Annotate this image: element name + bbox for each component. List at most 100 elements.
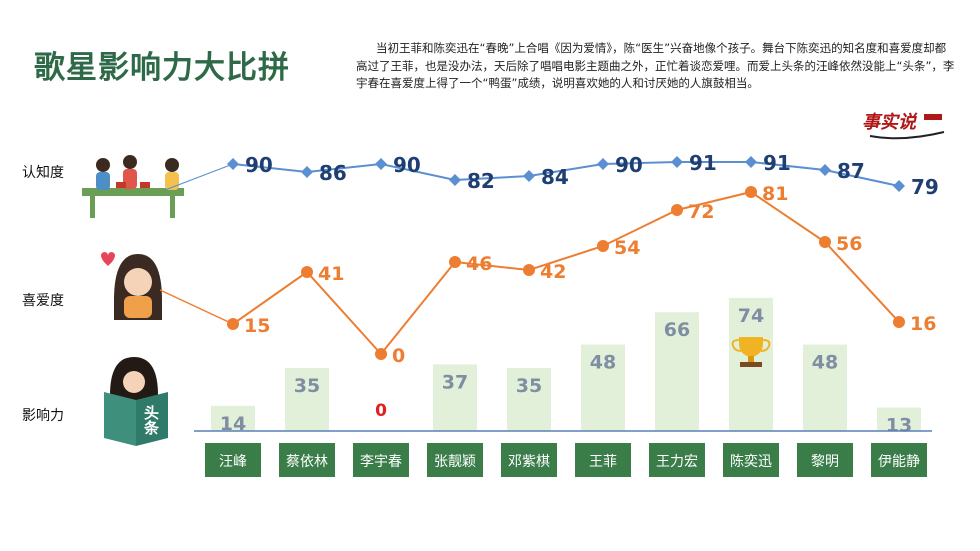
likeability-point — [819, 236, 831, 248]
influence-value-label: 66 — [664, 319, 690, 341]
newspaper-reader-icon — [104, 357, 168, 446]
influence-value-label: 0 — [375, 401, 387, 421]
description-text: 当初王菲和陈奕迅在“春晚”上合唱《因为爱情》，陈“医生”兴奋地像个孩子。舞台下陈… — [356, 41, 955, 90]
singer-name-box — [205, 443, 261, 477]
awareness-series-line — [232, 161, 900, 187]
singer-name-label: 邓紫棋 — [508, 454, 550, 470]
influence-bar — [655, 312, 699, 431]
likeability-value-label: 0 — [392, 345, 405, 367]
likeability-value-label: 54 — [614, 237, 640, 259]
likeability-value-label: 16 — [910, 313, 936, 335]
singer-name-box — [871, 443, 927, 477]
influence-value-label: 37 — [442, 371, 468, 393]
singer-name-label: 王菲 — [589, 454, 617, 470]
meeting-people-icon — [82, 155, 184, 218]
svg-text:事实说: 事实说 — [862, 112, 918, 133]
influence-value-label: 48 — [590, 352, 616, 374]
awareness-point — [301, 166, 313, 178]
likeability-point — [597, 240, 609, 252]
girl-heart-icon — [101, 252, 162, 320]
awareness-value-label: 79 — [911, 175, 939, 199]
awareness-value-label: 90 — [245, 153, 273, 177]
singer-name-box — [427, 443, 483, 477]
likeability-point — [301, 266, 313, 278]
likeability-value-label: 42 — [540, 261, 566, 283]
awareness-value-label: 84 — [541, 165, 569, 189]
likeability-value-label: 15 — [244, 315, 270, 337]
influence-value-label: 35 — [516, 375, 542, 397]
influence-value-label: 48 — [812, 352, 838, 374]
trophy-handle — [731, 339, 742, 352]
awareness-point — [671, 156, 683, 168]
awareness-value-label: 86 — [319, 161, 347, 185]
singer-name-box — [649, 443, 705, 477]
awareness-value-label: 87 — [837, 159, 865, 183]
singer-name-box — [797, 443, 853, 477]
row-label-awareness: 认知度 — [22, 165, 64, 181]
likeability-value-label: 46 — [466, 253, 492, 275]
awareness-point — [449, 174, 461, 186]
trophy-cup — [739, 337, 763, 357]
awareness-value-label: 90 — [393, 153, 421, 177]
trophy-stem — [748, 356, 754, 362]
likeability-value-label: 81 — [762, 183, 788, 205]
influence-bar — [211, 405, 255, 431]
singer-name-box — [575, 443, 631, 477]
influence-value-label: 13 — [886, 415, 912, 437]
page-title: 歌星影响力大比拼 — [34, 50, 290, 86]
brand-logo: 事实说 — [862, 112, 945, 140]
likeability-value-label: 41 — [318, 263, 344, 285]
influence-value-label: 35 — [294, 375, 320, 397]
influence-bar — [581, 344, 625, 431]
awareness-value-label: 91 — [689, 151, 717, 175]
awareness-point — [893, 180, 905, 192]
singer-name-label: 黎明 — [811, 454, 839, 470]
likeability-value-label: 56 — [836, 233, 862, 255]
influence-bar — [433, 364, 477, 431]
likeability-point — [893, 316, 905, 328]
awareness-point — [597, 158, 609, 170]
influence-bar — [507, 368, 551, 431]
singer-name-label: 李宇春 — [360, 454, 402, 470]
singer-name-label: 陈奕迅 — [730, 453, 772, 470]
singer-name-box — [723, 443, 779, 477]
awareness-pointer-line — [164, 163, 234, 191]
likeability-point — [227, 318, 239, 330]
awareness-point — [819, 164, 831, 176]
headline-icon-text: 头条 — [142, 405, 160, 436]
singer-name-box — [501, 443, 557, 477]
influence-bar — [803, 344, 847, 431]
trophy-base — [740, 362, 762, 367]
likeability-point — [745, 186, 757, 198]
awareness-point — [523, 170, 535, 182]
singer-name-label: 伊能静 — [878, 454, 920, 470]
influence-bar — [877, 407, 921, 431]
trophy-handle — [760, 339, 771, 352]
singer-name-box — [353, 443, 409, 477]
row-label-influence: 影响力 — [22, 408, 64, 424]
awareness-value-label: 91 — [763, 151, 791, 175]
row-label-likeability: 喜爱度 — [22, 293, 64, 309]
likeability-point — [523, 264, 535, 276]
likeability-point — [375, 348, 387, 360]
awareness-value-label: 90 — [615, 153, 643, 177]
likeability-point — [671, 204, 683, 216]
likeability-value-label: 72 — [688, 201, 714, 223]
singer-name-label: 张靓颖 — [434, 454, 476, 470]
likeability-point — [449, 256, 461, 268]
influence-value-label: 74 — [738, 305, 764, 327]
singer-name-label: 王力宏 — [656, 454, 698, 470]
awareness-value-label: 82 — [467, 169, 495, 193]
singer-name-label: 蔡依林 — [286, 454, 328, 470]
influence-bar — [285, 368, 329, 431]
likeability-pointer-line — [159, 289, 234, 325]
awareness-point — [227, 158, 239, 170]
influence-value-label: 14 — [220, 413, 246, 435]
trophy-icon — [731, 337, 771, 367]
singer-name-box — [279, 443, 335, 477]
awareness-point — [375, 158, 387, 170]
likeability-series-line — [232, 190, 900, 356]
awareness-point — [745, 156, 757, 168]
singer-name-label: 汪峰 — [219, 454, 247, 470]
